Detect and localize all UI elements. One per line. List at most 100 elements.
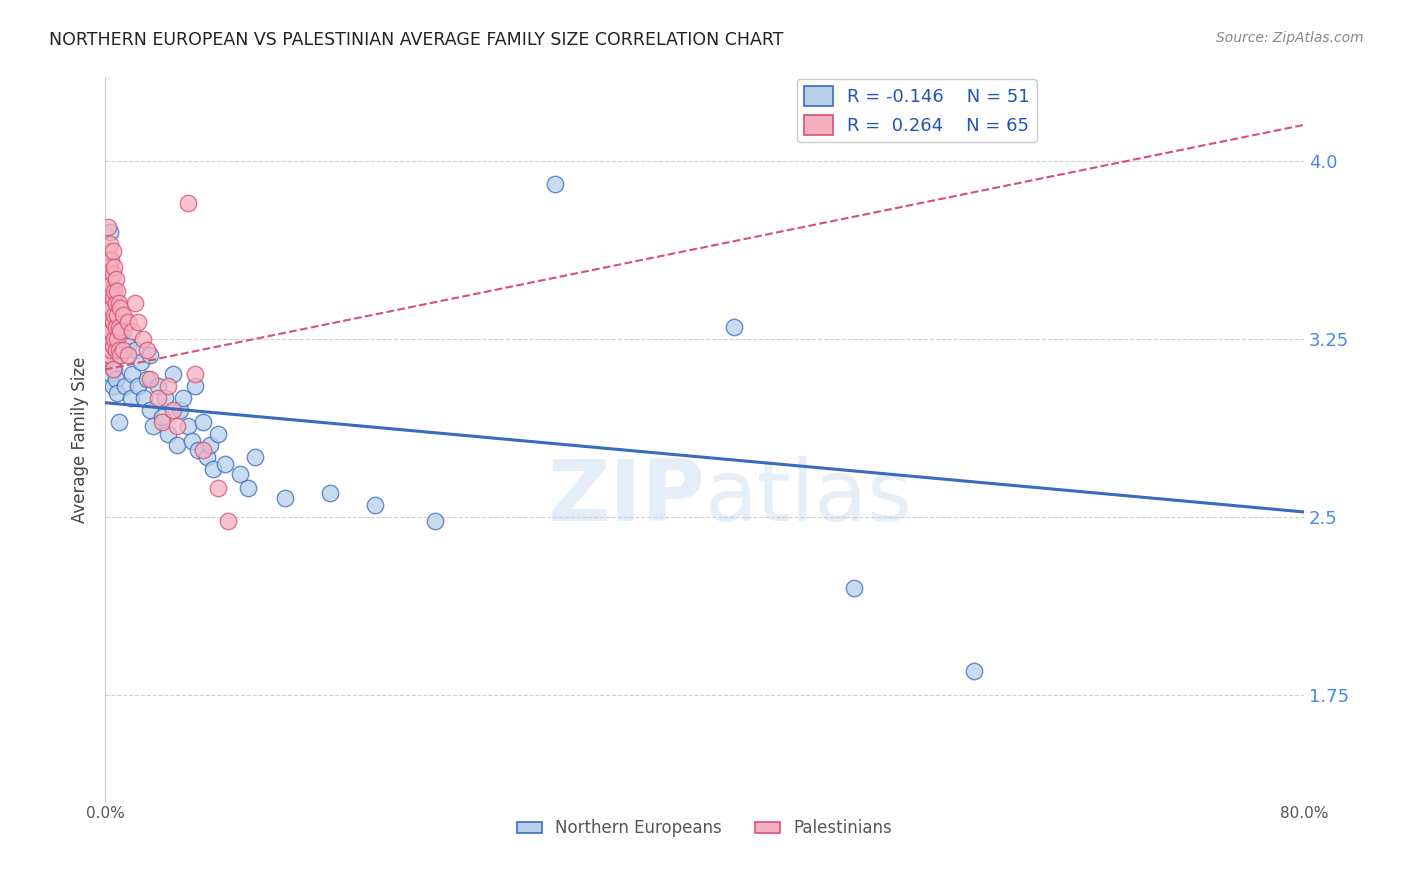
Point	[136, 343, 159, 358]
Point	[101, 379, 124, 393]
Point	[150, 409, 173, 424]
Point	[97, 244, 120, 258]
Point	[543, 178, 565, 192]
Point	[198, 438, 221, 452]
Point	[184, 379, 207, 393]
Point	[97, 308, 120, 322]
Point	[187, 443, 209, 458]
Point	[105, 386, 128, 401]
Point	[101, 315, 124, 329]
Text: ZIP: ZIP	[547, 456, 704, 539]
Point	[105, 284, 128, 298]
Point	[136, 372, 159, 386]
Point	[104, 319, 127, 334]
Point	[101, 362, 124, 376]
Point	[112, 308, 135, 322]
Point	[97, 351, 120, 365]
Point	[98, 348, 121, 362]
Point	[181, 434, 204, 448]
Point	[103, 308, 125, 322]
Point	[101, 268, 124, 282]
Point	[166, 438, 188, 452]
Point	[153, 391, 176, 405]
Point	[236, 481, 259, 495]
Point	[364, 498, 387, 512]
Point	[100, 343, 122, 358]
Point	[98, 284, 121, 298]
Point	[176, 196, 198, 211]
Point	[166, 419, 188, 434]
Point	[104, 372, 127, 386]
Text: Source: ZipAtlas.com: Source: ZipAtlas.com	[1216, 31, 1364, 45]
Point	[96, 260, 118, 275]
Point	[121, 368, 143, 382]
Point	[142, 419, 165, 434]
Point	[127, 379, 149, 393]
Point	[157, 426, 180, 441]
Point	[963, 664, 986, 678]
Point	[104, 343, 127, 358]
Point	[107, 319, 129, 334]
Point	[97, 291, 120, 305]
Point	[100, 253, 122, 268]
Point	[207, 481, 229, 495]
Point	[117, 339, 139, 353]
Point	[146, 391, 169, 405]
Point	[191, 415, 214, 429]
Point	[105, 332, 128, 346]
Point	[100, 301, 122, 315]
Point	[101, 244, 124, 258]
Point	[121, 325, 143, 339]
Point	[214, 458, 236, 472]
Point	[120, 391, 142, 405]
Point	[117, 315, 139, 329]
Point	[150, 415, 173, 429]
Point	[844, 581, 866, 595]
Text: NORTHERN EUROPEAN VS PALESTINIAN AVERAGE FAMILY SIZE CORRELATION CHART: NORTHERN EUROPEAN VS PALESTINIAN AVERAGE…	[49, 31, 783, 49]
Legend: Northern Europeans, Palestinians: Northern Europeans, Palestinians	[510, 813, 898, 844]
Point	[202, 462, 225, 476]
Point	[139, 348, 162, 362]
Point	[105, 308, 128, 322]
Point	[184, 368, 207, 382]
Point	[243, 450, 266, 465]
Point	[97, 332, 120, 346]
Point	[157, 379, 180, 393]
Point	[319, 486, 342, 500]
Point	[101, 339, 124, 353]
Point	[134, 391, 156, 405]
Point	[162, 368, 184, 382]
Point	[108, 325, 131, 339]
Point	[723, 319, 745, 334]
Point	[274, 491, 297, 505]
Point	[124, 343, 146, 358]
Point	[98, 301, 121, 315]
Point	[112, 325, 135, 339]
Point	[108, 301, 131, 315]
Point	[103, 284, 125, 298]
Point	[131, 332, 153, 346]
Point	[112, 343, 135, 358]
Point	[103, 362, 125, 376]
Point	[98, 325, 121, 339]
Point	[104, 272, 127, 286]
Point	[124, 296, 146, 310]
Point	[146, 379, 169, 393]
Point	[101, 291, 124, 305]
Point	[423, 515, 446, 529]
Point	[96, 339, 118, 353]
Point	[117, 348, 139, 362]
Point	[169, 402, 191, 417]
Point	[114, 379, 136, 393]
Point	[100, 325, 122, 339]
Point	[162, 402, 184, 417]
Point	[107, 296, 129, 310]
Point	[207, 426, 229, 441]
Point	[100, 368, 122, 382]
Point	[107, 415, 129, 429]
Point	[98, 225, 121, 239]
Point	[229, 467, 252, 481]
Y-axis label: Average Family Size: Average Family Size	[72, 356, 89, 523]
Point	[107, 343, 129, 358]
Text: atlas: atlas	[704, 456, 912, 539]
